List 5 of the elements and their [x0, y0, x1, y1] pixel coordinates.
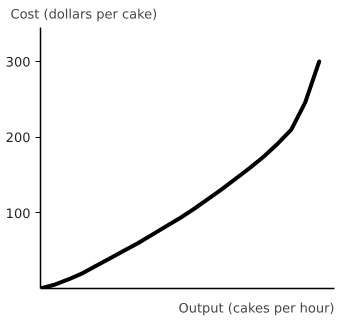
y-axis-title: Cost (dollars per cake) [10, 8, 158, 22]
y-tick-label: 300 [6, 56, 31, 71]
y-tick-label: 100 [6, 206, 31, 222]
y-tick-label: 200 [6, 131, 31, 146]
x-axis-title: Output (cakes per hour) [178, 302, 335, 316]
